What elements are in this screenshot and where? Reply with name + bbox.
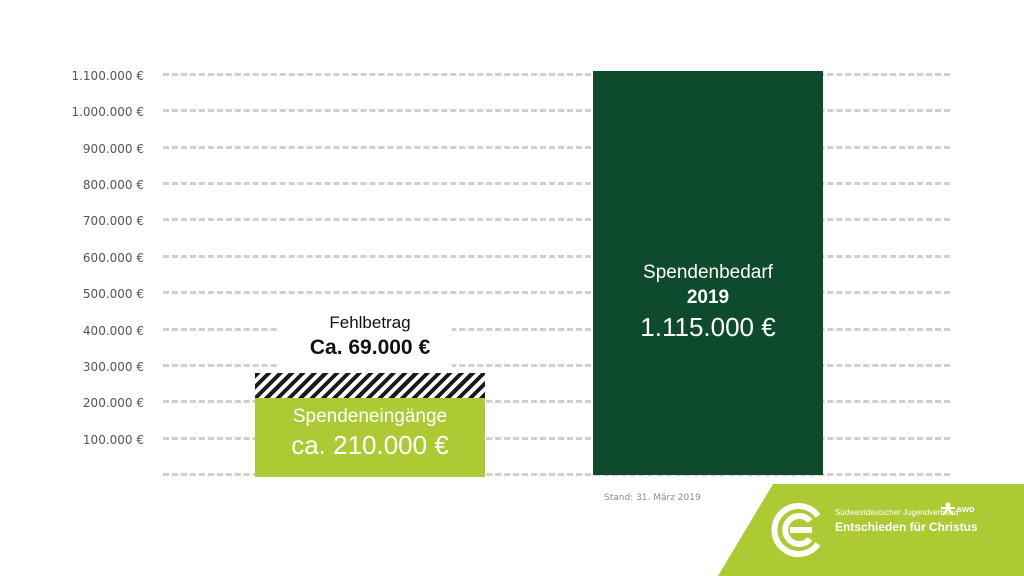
y-tick-label: 800.000 € bbox=[82, 178, 144, 193]
y-tick-label: 100.000 € bbox=[82, 432, 144, 447]
bar-spendeneingaenge bbox=[255, 397, 485, 477]
gridline bbox=[163, 182, 950, 186]
y-tick-label: 900.000 € bbox=[82, 141, 144, 156]
y-tick-label: 300.000 € bbox=[82, 359, 144, 374]
gridline bbox=[163, 73, 950, 76]
spendenbedarf-year: 2019 bbox=[686, 287, 730, 308]
ec-emblem-icon bbox=[771, 503, 821, 557]
gridline bbox=[163, 109, 950, 113]
gridline bbox=[163, 363, 950, 367]
y-tick-label: 200.000 € bbox=[82, 396, 144, 411]
y-tick-label: 1.100.000 € bbox=[71, 69, 144, 83]
fehlbetrag-label: Fehlbetrag bbox=[329, 312, 411, 332]
gridline bbox=[163, 436, 950, 440]
gridline bbox=[163, 327, 950, 331]
gridline bbox=[163, 145, 950, 149]
gridline bbox=[163, 400, 950, 404]
y-tick-label: 700.000 € bbox=[82, 214, 144, 229]
spendeneingaenge-label: Spendeneingänge bbox=[292, 405, 448, 427]
bar-spendenbedarf bbox=[593, 71, 823, 475]
y-tick-label: 1.000.000 € bbox=[71, 105, 144, 120]
swo-figure-icon bbox=[941, 502, 955, 516]
spendenbedarf-label: Spendenbedarf bbox=[643, 262, 773, 283]
gridline bbox=[163, 291, 950, 295]
y-tick-label: 500.000 € bbox=[82, 287, 144, 302]
gridline-baseline bbox=[163, 473, 950, 476]
brand-short: swo bbox=[957, 504, 975, 514]
gridline bbox=[163, 254, 950, 258]
brand-slogan: Entschieden für Christus bbox=[835, 520, 978, 534]
y-tick-label: 400.000 € bbox=[82, 323, 144, 338]
spendeneingaenge-value: ca. 210.000 € bbox=[291, 429, 449, 460]
spendenbedarf-value: 1.115.000 € bbox=[640, 312, 776, 342]
y-tick-label: 600.000 € bbox=[82, 250, 144, 265]
fehlbetrag-value: Ca. 69.000 € bbox=[309, 335, 431, 359]
footnote: Stand: 31. März 2019 bbox=[604, 493, 701, 503]
label-backing bbox=[278, 310, 452, 367]
bar-fehlbetrag bbox=[255, 372, 485, 398]
gridline bbox=[163, 218, 950, 222]
brand-logo: swo Südwestdeutscher Jugendverband Entsc… bbox=[718, 484, 1024, 576]
brand-org-name: Südwestdeutscher Jugendverband bbox=[835, 508, 959, 517]
